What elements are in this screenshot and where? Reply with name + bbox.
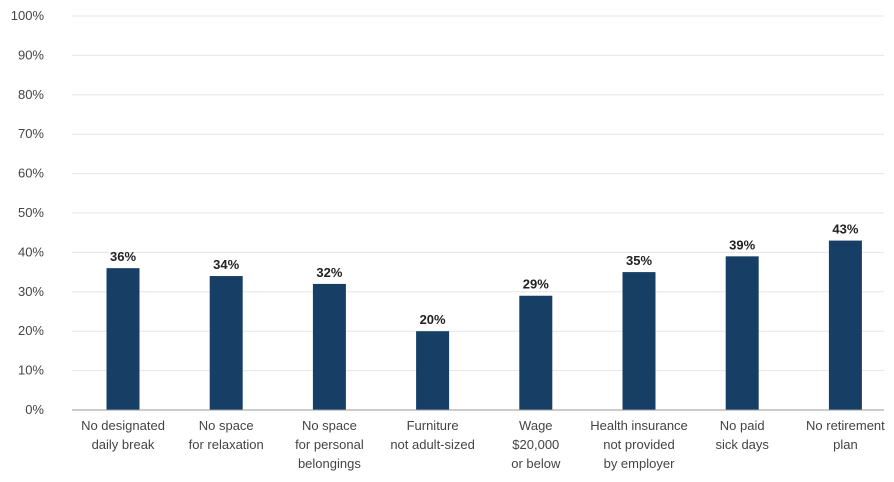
data-label: 32% [316, 265, 342, 280]
y-tick-label: 50% [18, 205, 44, 220]
y-axis-tick-labels: 0% 10% 20% 30% 40% 50% 60% 70% 80% 90% 100% [11, 8, 45, 417]
bar [416, 331, 450, 410]
category-label: daily break [92, 437, 155, 452]
category-label: sick days [715, 437, 769, 452]
bar [725, 256, 759, 410]
data-label: 34% [213, 257, 239, 272]
category-label: No retirement [806, 418, 885, 433]
category-label: not adult-sized [390, 437, 475, 452]
category-label: No space [199, 418, 254, 433]
data-label: 39% [729, 237, 755, 252]
category-label: Furniture [407, 418, 459, 433]
category-label: for relaxation [189, 437, 264, 452]
category-label: No space [302, 418, 357, 433]
category-label: or below [511, 456, 561, 471]
data-label: 36% [110, 249, 136, 264]
gridlines [72, 15, 884, 372]
category-label: plan [833, 437, 858, 452]
category-label: No paid [720, 418, 765, 433]
bar [209, 276, 243, 410]
y-tick-label: 90% [18, 47, 44, 62]
y-tick-label: 20% [18, 323, 44, 338]
bar [828, 240, 862, 410]
data-label: 20% [420, 312, 446, 327]
y-tick-label: 40% [18, 244, 44, 259]
category-label: Wage [519, 418, 552, 433]
category-label: Health insurance [590, 418, 688, 433]
category-labels: No designated daily break No space for rela… [81, 418, 885, 471]
y-tick-label: 10% [18, 363, 44, 378]
category-label: belongings [298, 456, 361, 471]
data-label: 29% [523, 277, 549, 292]
y-tick-label: 60% [18, 166, 44, 181]
category-label: not provided [603, 437, 675, 452]
y-tick-label: 80% [18, 87, 44, 102]
y-tick-label: 0% [25, 402, 44, 417]
category-label: by employer [604, 456, 675, 471]
data-label: 43% [832, 222, 858, 237]
data-labels: 36% 34% 32% 20% 29% 35% 39% 43% [110, 222, 859, 328]
bar [519, 295, 553, 410]
bar [622, 272, 656, 410]
bar [312, 283, 346, 410]
category-label: $20,000 [512, 437, 559, 452]
bars [106, 240, 862, 410]
bar [106, 268, 140, 410]
y-tick-label: 100% [11, 8, 45, 23]
data-label: 35% [626, 253, 652, 268]
category-label: for personal [295, 437, 364, 452]
y-tick-label: 70% [18, 126, 44, 141]
y-tick-label: 30% [18, 284, 44, 299]
category-label: No designated [81, 418, 165, 433]
